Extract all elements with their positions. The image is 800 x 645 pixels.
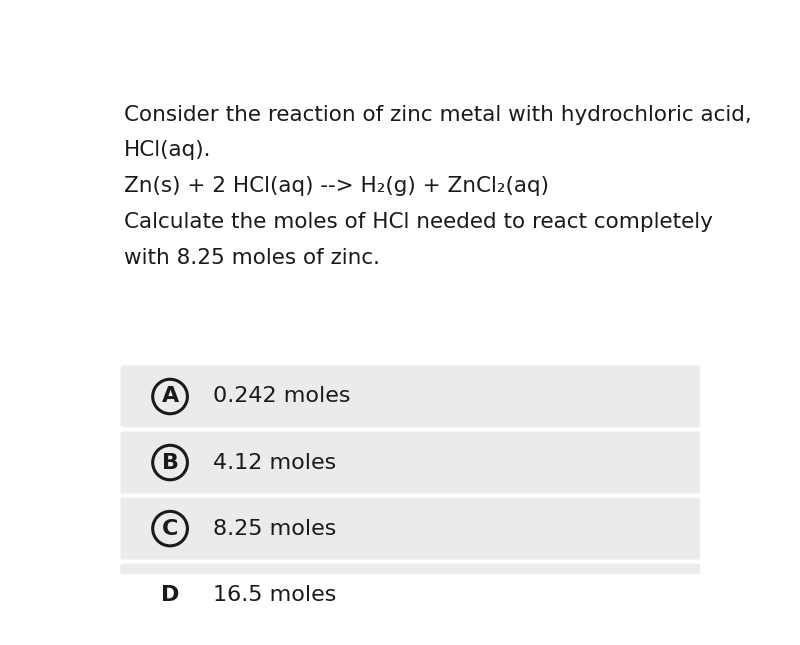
Text: D: D [161,584,179,604]
Text: A: A [162,386,178,406]
Text: Zn(s) + 2 HCl(aq) --> H₂(g) + ZnCl₂(aq): Zn(s) + 2 HCl(aq) --> H₂(g) + ZnCl₂(aq) [123,176,549,196]
Text: 8.25 moles: 8.25 moles [214,519,337,539]
Text: 4.12 moles: 4.12 moles [214,453,337,473]
Text: C: C [162,519,178,539]
Text: 0.242 moles: 0.242 moles [214,386,351,406]
Text: Consider the reaction of zinc metal with hydrochloric acid,: Consider the reaction of zinc metal with… [123,104,751,124]
Text: Calculate the moles of HCl needed to react completely: Calculate the moles of HCl needed to rea… [123,212,713,232]
FancyBboxPatch shape [121,497,700,560]
Text: with 8.25 moles of zinc.: with 8.25 moles of zinc. [123,248,379,268]
Text: B: B [162,453,178,473]
FancyBboxPatch shape [121,432,700,493]
FancyBboxPatch shape [121,366,700,428]
Text: 16.5 moles: 16.5 moles [214,584,337,604]
FancyBboxPatch shape [121,564,700,626]
Text: HCl(aq).: HCl(aq). [123,141,211,161]
